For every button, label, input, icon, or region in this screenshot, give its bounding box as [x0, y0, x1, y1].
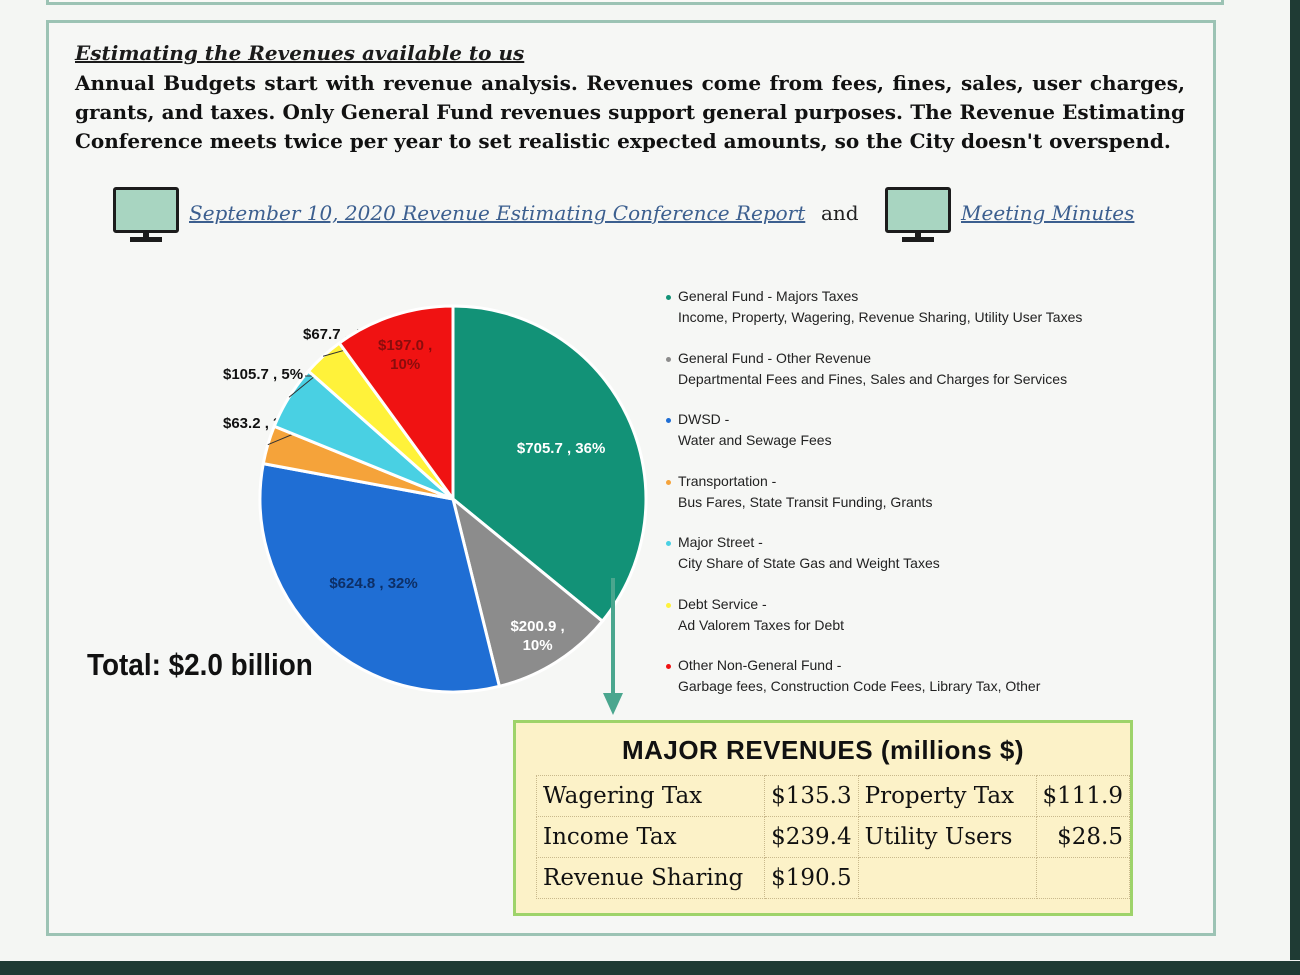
legend-item: DWSD - Water and Sewage Fees — [666, 411, 1206, 473]
revenue-amount-cell — [1035, 857, 1130, 899]
legend-swatch — [666, 418, 671, 423]
revenue-amount-cell: $111.9 — [1035, 775, 1130, 817]
legend-description: Water and Sewage Fees — [678, 432, 832, 448]
pie-slice — [451, 304, 648, 624]
desktop-monitor-icon — [113, 187, 179, 243]
slice-data-label: $105.7 , 5% — [223, 366, 303, 383]
revenue-amount-cell: $239.4 — [764, 816, 859, 858]
arrow-down-icon — [603, 693, 623, 715]
revenue-amount-cell: $135.3 — [764, 775, 859, 817]
legend-title: DWSD - — [678, 411, 730, 427]
slice-data-label: $200.9 , 10% — [510, 618, 564, 654]
and-text: and — [821, 201, 859, 225]
legend-item: Debt Service - Ad Valorem Taxes for Debt — [666, 596, 1206, 658]
legend-title: Major Street - — [678, 534, 763, 550]
slice-data-label: $624.8 , 32% — [329, 575, 417, 592]
legend-swatch — [666, 602, 671, 608]
legend-description: Departmental Fees and Fines, Sales and C… — [678, 370, 1068, 387]
revenue-name-cell: Property Tax — [857, 775, 1037, 817]
revenue-panel: Estimating the Revenues available to us … — [46, 20, 1216, 936]
section-heading: Estimating the Revenues available to us — [75, 41, 525, 65]
arrow-shaft — [611, 578, 615, 696]
links-row: September 10, 2020 Revenue Estimating Co… — [113, 187, 1173, 243]
meeting-minutes-link[interactable]: Meeting Minutes — [961, 201, 1135, 225]
major-revenues-box: MAJOR REVENUES (millions $) Wagering Tax… — [513, 720, 1133, 916]
window-right-edge — [1290, 0, 1300, 960]
window-bottom-edge — [0, 961, 1300, 975]
revenue-pie-chart: $705.7 , 36%$200.9 , 10%$624.8 , 32%$63.2… — [223, 304, 648, 694]
legend-swatch — [666, 479, 671, 485]
revenue-name-cell: Revenue Sharing — [535, 857, 766, 899]
conference-report-link[interactable]: September 10, 2020 Revenue Estimating Co… — [189, 201, 806, 225]
legend-swatch — [666, 664, 671, 669]
legend-swatch — [666, 356, 671, 362]
legend-title: General Fund - Majors Taxes — [678, 288, 859, 304]
revenue-name-cell: Wagering Tax — [535, 775, 766, 817]
major-revenues-table: Wagering Tax $135.3 Property Tax $111.9 Inco… — [535, 775, 1130, 899]
legend-description: Bus Fares, State Transit Funding, Grants — [678, 493, 933, 510]
legend-description: City Share of State Gas and Weight Taxes — [678, 555, 940, 571]
table-row: Income Tax $239.4 Utility Users $28.5 — [535, 816, 1130, 858]
table-row: Wagering Tax $135.3 Property Tax $111.9 — [535, 775, 1130, 817]
revenue-amount-cell: $190.5 — [764, 857, 859, 899]
table-row: Revenue Sharing $190.5 — [535, 857, 1130, 899]
slice-data-label: $705.7 , 36% — [517, 440, 605, 457]
revenue-name-cell: Income Tax — [535, 816, 766, 858]
previous-panel-edge — [46, 0, 1224, 5]
legend-description: Income, Property, Wagering, Revenue Shar… — [678, 309, 1083, 325]
revenue-amount-cell: $28.5 — [1035, 816, 1130, 858]
legend-title: Debt Service - — [678, 595, 767, 612]
slice-data-label: $197.0 , 10% — [378, 337, 432, 373]
legend-item: Other Non-General Fund - Garbage fees, Co… — [666, 657, 1206, 719]
pie-slice — [258, 461, 502, 694]
legend-title: General Fund - Other Revenue — [678, 349, 871, 366]
legend-swatch — [666, 541, 671, 546]
revenue-name-cell: Utility Users — [857, 816, 1037, 858]
legend-title: Other Non-General Fund - — [678, 657, 842, 673]
desktop-monitor-icon — [885, 187, 951, 243]
pie-slice — [337, 304, 455, 504]
legend-item: Major Street - City Share of State Gas an… — [666, 534, 1206, 596]
major-revenues-title: MAJOR REVENUES (millions $) — [621, 735, 1025, 765]
chart-legend: General Fund - Majors Taxes Income, Prope… — [666, 288, 1206, 719]
legend-description: Garbage fees, Construction Code Fees, Li… — [678, 678, 1041, 694]
revenue-name-cell — [857, 857, 1037, 899]
legend-item: General Fund - Other Revenue Departmental… — [666, 350, 1206, 412]
intro-paragraph: Annual Budgets start with revenue analys… — [75, 71, 1185, 153]
legend-description: Ad Valorem Taxes for Debt — [678, 616, 845, 633]
legend-title: Transportation - — [678, 472, 777, 489]
total-label: Total: $2.0 billion — [87, 647, 313, 682]
legend-item: Transportation - Bus Fares, State Transit… — [666, 473, 1206, 535]
pie-slice — [450, 494, 605, 689]
legend-swatch — [666, 295, 671, 300]
legend-item: General Fund - Majors Taxes Income, Prope… — [666, 288, 1206, 350]
